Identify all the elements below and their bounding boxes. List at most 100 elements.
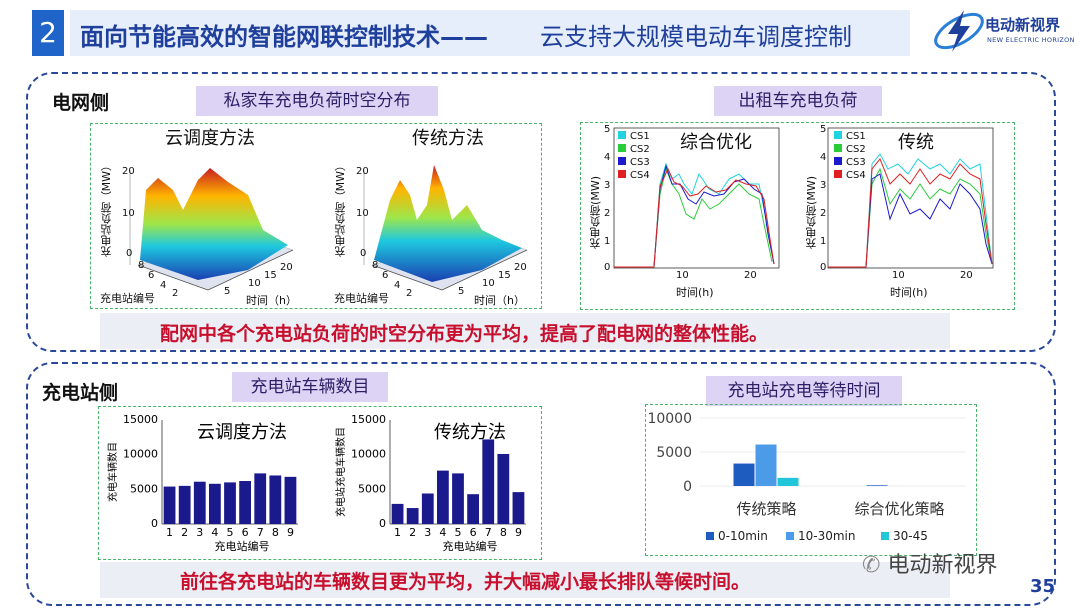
legend-cs3: CS3 xyxy=(630,157,650,168)
y-tick-label: 5000 xyxy=(358,482,386,495)
surface-left-ztick-10: 10 xyxy=(122,208,135,219)
bar xyxy=(406,508,419,524)
grid-side-label: 电网侧 xyxy=(52,92,110,114)
y-tick-label: 15000 xyxy=(351,413,386,426)
legend-cs3: CS3 xyxy=(846,157,866,168)
y-axis-label: 充电站充电车辆数目 xyxy=(334,427,347,517)
surface-left-time-label: 时间（h） xyxy=(246,294,297,307)
surface-left-zlabel: 充电站负荷（MW） xyxy=(100,160,113,258)
bar xyxy=(777,477,799,486)
grid-side-section xyxy=(26,72,1056,352)
legend-label: 10-30min xyxy=(798,529,856,543)
taxi-right-ytick-4: 4 xyxy=(820,152,827,163)
taxi-right-ytick-2: 2 xyxy=(820,208,827,219)
logo-text: 电动新视界 xyxy=(985,16,1061,34)
taxi-right-ytick-1: 1 xyxy=(820,236,827,247)
x-tick-label: 6 xyxy=(470,526,477,539)
y-tick-label: 10000 xyxy=(648,411,692,427)
y-tick-label: 0 xyxy=(379,517,386,530)
surface-right-stick-6: 6 xyxy=(382,270,389,281)
surface-right-ttick-15: 15 xyxy=(498,270,511,281)
bar xyxy=(269,475,282,524)
surface-right-time-label: 时间（h） xyxy=(474,294,525,307)
taxi-left-ytick-3: 3 xyxy=(604,180,611,191)
surface-left-stick-2: 2 xyxy=(172,288,179,299)
taxi-load-title: 出租车充电负荷 xyxy=(714,86,882,116)
bar xyxy=(224,482,236,524)
legend-cs1: CS1 xyxy=(630,131,650,142)
x-tick-label: 7 xyxy=(257,526,264,539)
grid-conclusion-band xyxy=(100,313,950,349)
x-tick-label: 综合优化策略 xyxy=(854,500,944,518)
bar xyxy=(452,473,464,524)
legend-cs1: CS1 xyxy=(846,131,866,142)
wechat-icon: ✆ xyxy=(862,553,881,578)
y-tick-label: 10000 xyxy=(351,448,386,461)
slide-title: 面向节能高效的智能网联控制技术—— xyxy=(80,23,488,51)
surface-left-title: 云调度方法 xyxy=(165,128,255,149)
logo-mark-icon xyxy=(934,10,984,52)
logo-subtext: NEW ELECTRIC HORIZON xyxy=(987,36,1075,44)
taxi-left-legend: CS1 CS2 CS3 CS4 xyxy=(618,130,650,182)
bar-chart-wait-time: 0 5000 10000 传统策略 综合优化策略 0-10min 10-30min 30-45 xyxy=(648,411,966,543)
taxi-left-ytick-1: 1 xyxy=(604,236,611,247)
taxi-right-legend: CS1 CS2 CS3 CS4 xyxy=(834,130,866,182)
surface-right-stick-8: 8 xyxy=(372,260,379,271)
x-tick-label: 1 xyxy=(166,526,173,539)
surface-left-ttick-20: 20 xyxy=(280,262,293,273)
surface-left-station-label: 充电站编号 xyxy=(100,292,155,305)
legend-cs4: CS4 xyxy=(630,170,650,181)
bar xyxy=(482,439,495,524)
x-tick-label: 传统策略 xyxy=(736,500,796,518)
x-tick-label: 9 xyxy=(287,526,294,539)
wait-time-title: 充电站充电等待时间 xyxy=(706,376,902,406)
x-tick-label: 1 xyxy=(394,526,401,539)
x-axis-label: 充电站编号 xyxy=(443,539,498,553)
surface-left-ztick-0: 0 xyxy=(126,248,133,259)
bar xyxy=(436,470,449,524)
surface-plot-traditional xyxy=(363,165,528,291)
slide-subtitle: 云支持大规模电动车调度控制 xyxy=(540,23,852,51)
section-number: 2 xyxy=(32,10,64,56)
surface-left-stick-4: 4 xyxy=(160,280,167,291)
taxi-right-xtick-10: 10 xyxy=(892,270,905,281)
taxi-left-ytick-5: 5 xyxy=(604,124,611,135)
station-conclusion: 前往各充电站的车辆数目更为平均，并大幅减小最长排队等候时间。 xyxy=(180,571,751,593)
y-tick-label: 15000 xyxy=(123,413,158,426)
y-tick-label: 0 xyxy=(683,479,692,495)
station-side-label: 充电站侧 xyxy=(42,382,119,404)
taxi-right-ytick-0: 0 xyxy=(820,262,827,273)
surface-right-ttick-20: 20 xyxy=(514,262,527,273)
x-tick-label: 2 xyxy=(409,526,416,539)
chart-title: 云调度方法 xyxy=(197,422,287,443)
legend-swatch xyxy=(881,532,889,540)
surface-right-stick-2: 2 xyxy=(406,288,413,299)
bar xyxy=(866,485,888,486)
surface-left-ztick-20: 20 xyxy=(122,166,135,177)
bar xyxy=(239,481,252,524)
bar xyxy=(193,481,206,524)
legend-swatch xyxy=(786,532,794,540)
legend-label: 0-10min xyxy=(718,529,768,543)
taxi-line-chart-optimized xyxy=(613,127,780,269)
surface-left-stick-8: 8 xyxy=(138,260,145,271)
surface-left-ttick-15: 15 xyxy=(264,270,277,281)
surface-right-stick-4: 4 xyxy=(394,280,401,291)
surface-left-ttick-5: 5 xyxy=(224,286,231,297)
x-tick-label: 4 xyxy=(211,526,218,539)
surface-right-ztick-10: 10 xyxy=(356,208,369,219)
bar xyxy=(284,476,297,524)
bar xyxy=(512,492,525,524)
x-tick-label: 4 xyxy=(439,526,446,539)
x-tick-label: 6 xyxy=(242,526,249,539)
x-tick-label: 5 xyxy=(455,526,462,539)
taxi-left-title: 综合优化 xyxy=(680,132,752,153)
bar xyxy=(733,463,755,486)
legend-cs2: CS2 xyxy=(630,144,650,155)
vehicle-count-title: 充电站车辆数目 xyxy=(232,372,388,402)
taxi-left-xtick-20: 20 xyxy=(744,270,757,281)
surface-right-ttick-5: 5 xyxy=(458,286,465,297)
count-bars-box xyxy=(98,406,542,560)
taxi-line-chart-traditional xyxy=(827,127,994,269)
